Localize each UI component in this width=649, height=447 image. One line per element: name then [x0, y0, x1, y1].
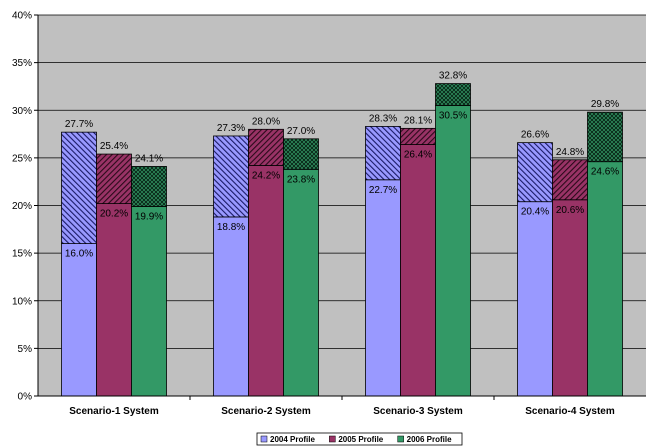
- bar-base-label: 30.5%: [439, 110, 467, 121]
- bar-top-segment: [283, 138, 319, 170]
- x-category-label: Scenario-1 System: [69, 406, 159, 417]
- legend-label: 2004 Profile: [270, 435, 315, 444]
- y-tick-label: 20%: [12, 201, 32, 212]
- bar-top-segment: [587, 111, 623, 163]
- bar-top-segment: [552, 159, 588, 201]
- bar-base-label: 22.7%: [369, 185, 397, 196]
- y-tick-label: 5%: [18, 344, 33, 355]
- bar-top-segment: [61, 131, 97, 244]
- bar-total-label: 27.7%: [65, 119, 93, 130]
- bar-base-segment: [248, 165, 284, 397]
- bar-total-label: 24.1%: [135, 153, 163, 164]
- legend-swatch: [329, 435, 336, 443]
- bar-base-segment: [517, 201, 553, 397]
- x-category-label: Scenario-4 System: [525, 406, 615, 417]
- axes-group: 0% 5% 10% 15% 20% 25% 30% 35% 40% Scenario-1 Syst…: [12, 11, 646, 417]
- bar-base-label: 20.2%: [100, 209, 128, 220]
- bar-top-segment: [517, 142, 553, 203]
- bar-total-label: 27.0%: [287, 126, 315, 137]
- bar-base-segment: [400, 144, 436, 397]
- bar-top-segment: [435, 83, 471, 106]
- y-tick-label: 10%: [12, 296, 32, 307]
- bar-total-label: 24.8%: [556, 147, 584, 158]
- bar-base-segment: [96, 203, 132, 397]
- bar-total-label: 28.0%: [252, 116, 280, 127]
- bar-base-label: 23.8%: [287, 174, 315, 185]
- bar-total-label: 32.8%: [439, 71, 467, 82]
- bar-top-segment: [400, 127, 436, 145]
- bar-total-label: 25.4%: [100, 141, 128, 152]
- bars-group: [61, 83, 623, 397]
- legend-box: [256, 432, 463, 446]
- bar-base-label: 26.4%: [404, 150, 432, 161]
- legend-swatch: [260, 435, 268, 443]
- bar-base-label: 20.6%: [556, 205, 584, 216]
- legend-label: 2006 Profile: [407, 435, 452, 444]
- y-tick-label: 40%: [12, 11, 32, 22]
- legend-label: 2005 Profile: [338, 435, 383, 444]
- bar-total-label: 26.6%: [521, 130, 549, 141]
- bar-top-segment: [248, 128, 284, 166]
- data-labels-group: 16.0% 27.7% 20.2% 25.4% 19.9% 24.1% 18.8% 27.3%…: [65, 71, 619, 260]
- bar-base-label: 20.4%: [521, 207, 549, 218]
- legend: 2004 Profile 2005 Profile 2006 Profile: [256, 432, 463, 446]
- bar-base-label: 19.9%: [135, 211, 163, 222]
- x-category-label: Scenario-2 System: [221, 406, 311, 417]
- bar-base-segment: [213, 216, 249, 397]
- bar-base-segment: [283, 168, 319, 397]
- bar-base-label: 16.0%: [65, 249, 93, 260]
- y-tick-label: 0%: [18, 392, 33, 403]
- bar-top-segment: [96, 153, 132, 204]
- bar-top-segment: [131, 166, 167, 207]
- bar-base-segment: [552, 199, 588, 397]
- bar-base-segment: [587, 161, 623, 397]
- bar-top-segment: [365, 126, 401, 181]
- legend-swatch: [397, 435, 404, 443]
- bar-base-label: 24.6%: [591, 167, 619, 178]
- bar-total-label: 28.1%: [404, 115, 432, 126]
- bar-total-label: 28.3%: [369, 113, 397, 124]
- y-tick-label: 15%: [12, 249, 32, 260]
- bar-base-segment: [131, 206, 167, 397]
- y-tick-label: 30%: [12, 106, 32, 117]
- bar-base-label: 18.8%: [217, 222, 245, 233]
- x-category-label: Scenario-3 System: [373, 406, 463, 417]
- bar-total-label: 29.8%: [591, 99, 619, 110]
- y-tick-label: 25%: [12, 153, 32, 164]
- bar-base-segment: [365, 179, 401, 397]
- bar-base-segment: [435, 105, 471, 397]
- bar-top-segment: [213, 135, 249, 218]
- bar-total-label: 27.3%: [217, 123, 245, 134]
- bar-base-segment: [61, 243, 97, 397]
- bar-base-label: 24.2%: [252, 170, 280, 181]
- y-tick-label: 35%: [12, 58, 32, 69]
